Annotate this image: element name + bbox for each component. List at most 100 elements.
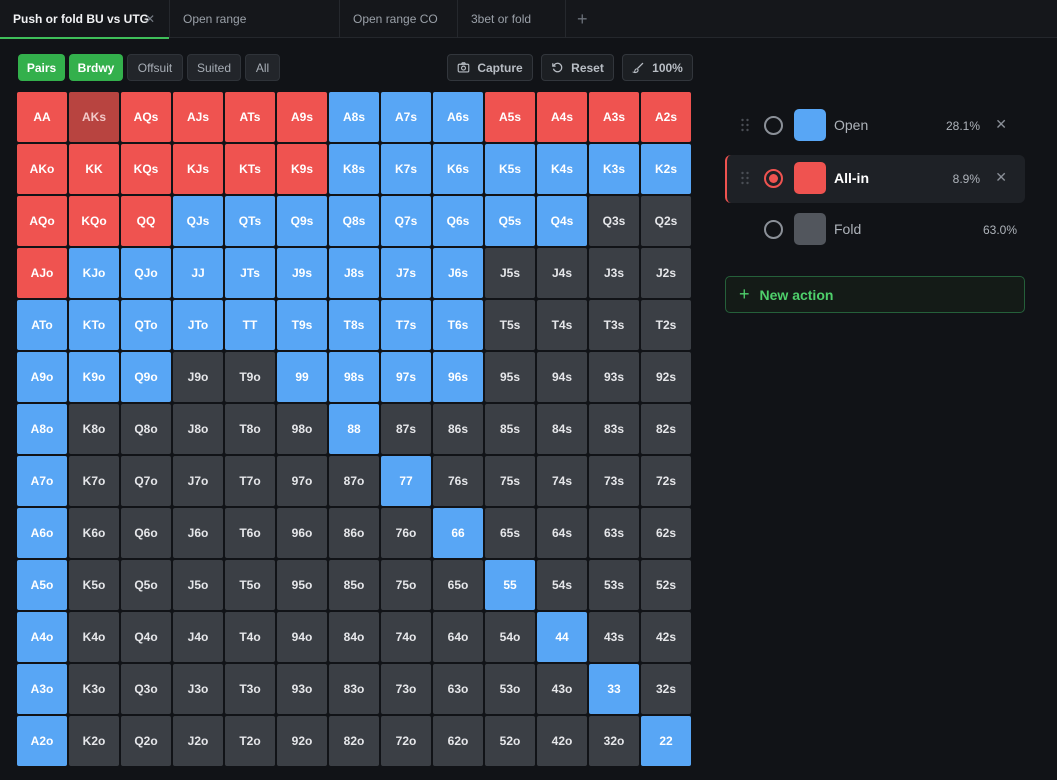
action-row-open[interactable]: Open 28.1% ✕ — [725, 102, 1025, 150]
hand-cell-a4s[interactable]: A4s — [537, 92, 587, 142]
hand-cell-t5s[interactable]: T5s — [485, 300, 535, 350]
hand-cell-53o[interactable]: 53o — [485, 664, 535, 714]
hand-cell-k4s[interactable]: K4s — [537, 144, 587, 194]
hand-cell-a9s[interactable]: A9s — [277, 92, 327, 142]
hand-cell-q4o[interactable]: Q4o — [121, 612, 171, 662]
hand-cell-q3o[interactable]: Q3o — [121, 664, 171, 714]
hand-cell-t9o[interactable]: T9o — [225, 352, 275, 402]
hand-cell-j8s[interactable]: J8s — [329, 248, 379, 298]
hand-cell-q8o[interactable]: Q8o — [121, 404, 171, 454]
hand-cell-82o[interactable]: 82o — [329, 716, 379, 766]
hand-cell-33[interactable]: 33 — [589, 664, 639, 714]
hand-cell-74o[interactable]: 74o — [381, 612, 431, 662]
hand-cell-62s[interactable]: 62s — [641, 508, 691, 558]
hand-cell-a3o[interactable]: A3o — [17, 664, 67, 714]
color-swatch-open[interactable] — [794, 109, 826, 141]
close-icon[interactable]: ✕ — [145, 12, 156, 26]
hand-cell-k9s[interactable]: K9s — [277, 144, 327, 194]
hand-cell-q9s[interactable]: Q9s — [277, 196, 327, 246]
hand-cell-tt[interactable]: TT — [225, 300, 275, 350]
hand-cell-kk[interactable]: KK — [69, 144, 119, 194]
hand-cell-55[interactable]: 55 — [485, 560, 535, 610]
hand-cell-aks[interactable]: AKs — [69, 92, 119, 142]
hand-cell-96s[interactable]: 96s — [433, 352, 483, 402]
hand-cell-95s[interactable]: 95s — [485, 352, 535, 402]
radio-all-in[interactable] — [764, 169, 783, 188]
hand-cell-t8o[interactable]: T8o — [225, 404, 275, 454]
hand-cell-74s[interactable]: 74s — [537, 456, 587, 506]
hand-cell-jj[interactable]: JJ — [173, 248, 223, 298]
hand-cell-q3s[interactable]: Q3s — [589, 196, 639, 246]
hand-cell-t6s[interactable]: T6s — [433, 300, 483, 350]
hand-cell-a9o[interactable]: A9o — [17, 352, 67, 402]
hand-cell-85s[interactable]: 85s — [485, 404, 535, 454]
filter-suited-button[interactable]: Suited — [187, 54, 241, 81]
color-swatch-all-in[interactable] — [794, 162, 826, 194]
hand-cell-64o[interactable]: 64o — [433, 612, 483, 662]
hand-cell-44[interactable]: 44 — [537, 612, 587, 662]
tab-open-range-co[interactable]: Open range CO — [340, 0, 458, 38]
hand-cell-t7s[interactable]: T7s — [381, 300, 431, 350]
hand-cell-a3s[interactable]: A3s — [589, 92, 639, 142]
tab-3bet-or-fold[interactable]: 3bet or fold — [458, 0, 566, 38]
hand-cell-99[interactable]: 99 — [277, 352, 327, 402]
capture-button[interactable]: Capture — [447, 54, 533, 81]
hand-cell-53s[interactable]: 53s — [589, 560, 639, 610]
drag-handle-icon[interactable] — [740, 171, 750, 185]
hand-cell-j6s[interactable]: J6s — [433, 248, 483, 298]
hand-cell-84o[interactable]: 84o — [329, 612, 379, 662]
hand-cell-t2o[interactable]: T2o — [225, 716, 275, 766]
hand-cell-j9o[interactable]: J9o — [173, 352, 223, 402]
hand-cell-ako[interactable]: AKo — [17, 144, 67, 194]
hand-cell-j7o[interactable]: J7o — [173, 456, 223, 506]
hand-cell-k3s[interactable]: K3s — [589, 144, 639, 194]
hand-cell-t2s[interactable]: T2s — [641, 300, 691, 350]
hand-cell-kqo[interactable]: KQo — [69, 196, 119, 246]
hand-cell-k5o[interactable]: K5o — [69, 560, 119, 610]
hand-cell-q2o[interactable]: Q2o — [121, 716, 171, 766]
filter-offsuit-button[interactable]: Offsuit — [127, 54, 183, 81]
hand-cell-kto[interactable]: KTo — [69, 300, 119, 350]
filter-pairs-button[interactable]: Pairs — [18, 54, 65, 81]
hand-cell-54s[interactable]: 54s — [537, 560, 587, 610]
hand-cell-j6o[interactable]: J6o — [173, 508, 223, 558]
hand-cell-76o[interactable]: 76o — [381, 508, 431, 558]
hand-cell-a2s[interactable]: A2s — [641, 92, 691, 142]
new-action-button[interactable]: + New action — [725, 276, 1025, 313]
color-swatch-fold[interactable] — [794, 213, 826, 245]
hand-cell-92s[interactable]: 92s — [641, 352, 691, 402]
hand-cell-kjo[interactable]: KJo — [69, 248, 119, 298]
hand-cell-88[interactable]: 88 — [329, 404, 379, 454]
hand-cell-94s[interactable]: 94s — [537, 352, 587, 402]
hand-cell-43s[interactable]: 43s — [589, 612, 639, 662]
hand-cell-t6o[interactable]: T6o — [225, 508, 275, 558]
hand-cell-66[interactable]: 66 — [433, 508, 483, 558]
hand-cell-52s[interactable]: 52s — [641, 560, 691, 610]
hand-cell-92o[interactable]: 92o — [277, 716, 327, 766]
hand-cell-q6o[interactable]: Q6o — [121, 508, 171, 558]
hand-cell-93o[interactable]: 93o — [277, 664, 327, 714]
remove-action-icon[interactable]: ✕ — [995, 169, 1007, 185]
hand-cell-t7o[interactable]: T7o — [225, 456, 275, 506]
hand-cell-t8s[interactable]: T8s — [329, 300, 379, 350]
hand-cell-a5o[interactable]: A5o — [17, 560, 67, 610]
hand-cell-86o[interactable]: 86o — [329, 508, 379, 558]
filter-all-button[interactable]: All — [245, 54, 280, 81]
hand-cell-k9o[interactable]: K9o — [69, 352, 119, 402]
zoom-button[interactable]: 100% — [622, 54, 693, 81]
hand-cell-t4o[interactable]: T4o — [225, 612, 275, 662]
hand-cell-k8o[interactable]: K8o — [69, 404, 119, 454]
hand-cell-qjo[interactable]: QJo — [121, 248, 171, 298]
hand-cell-a7s[interactable]: A7s — [381, 92, 431, 142]
hand-cell-j4o[interactable]: J4o — [173, 612, 223, 662]
hand-cell-65o[interactable]: 65o — [433, 560, 483, 610]
action-row-fold[interactable]: Fold 63.0% — [725, 206, 1025, 254]
hand-cell-65s[interactable]: 65s — [485, 508, 535, 558]
hand-cell-q7o[interactable]: Q7o — [121, 456, 171, 506]
hand-cell-76s[interactable]: 76s — [433, 456, 483, 506]
hand-cell-q4s[interactable]: Q4s — [537, 196, 587, 246]
hand-cell-72o[interactable]: 72o — [381, 716, 431, 766]
hand-cell-ajs[interactable]: AJs — [173, 92, 223, 142]
hand-cell-a7o[interactable]: A7o — [17, 456, 67, 506]
hand-cell-q5s[interactable]: Q5s — [485, 196, 535, 246]
